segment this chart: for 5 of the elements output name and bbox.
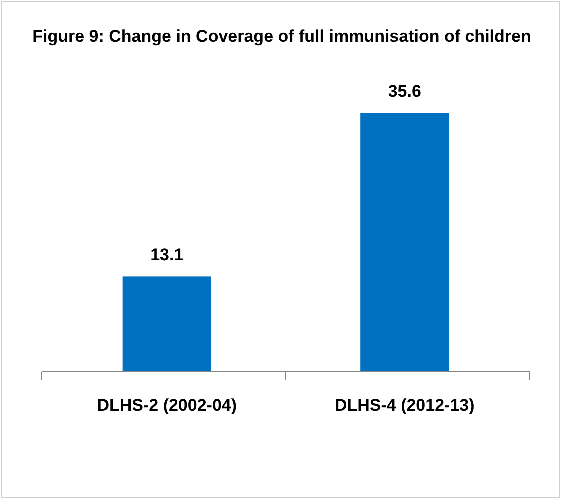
data-label: 13.1 <box>150 246 184 265</box>
data-label: 35.6 <box>388 82 422 101</box>
chart-title: Figure 9: Change in Coverage of full immunisation of children <box>32 27 532 46</box>
x-tick-label: DLHS-4 (2012-13) <box>334 396 475 415</box>
x-tick-label: DLHS-2 (2002-04) <box>97 396 238 415</box>
